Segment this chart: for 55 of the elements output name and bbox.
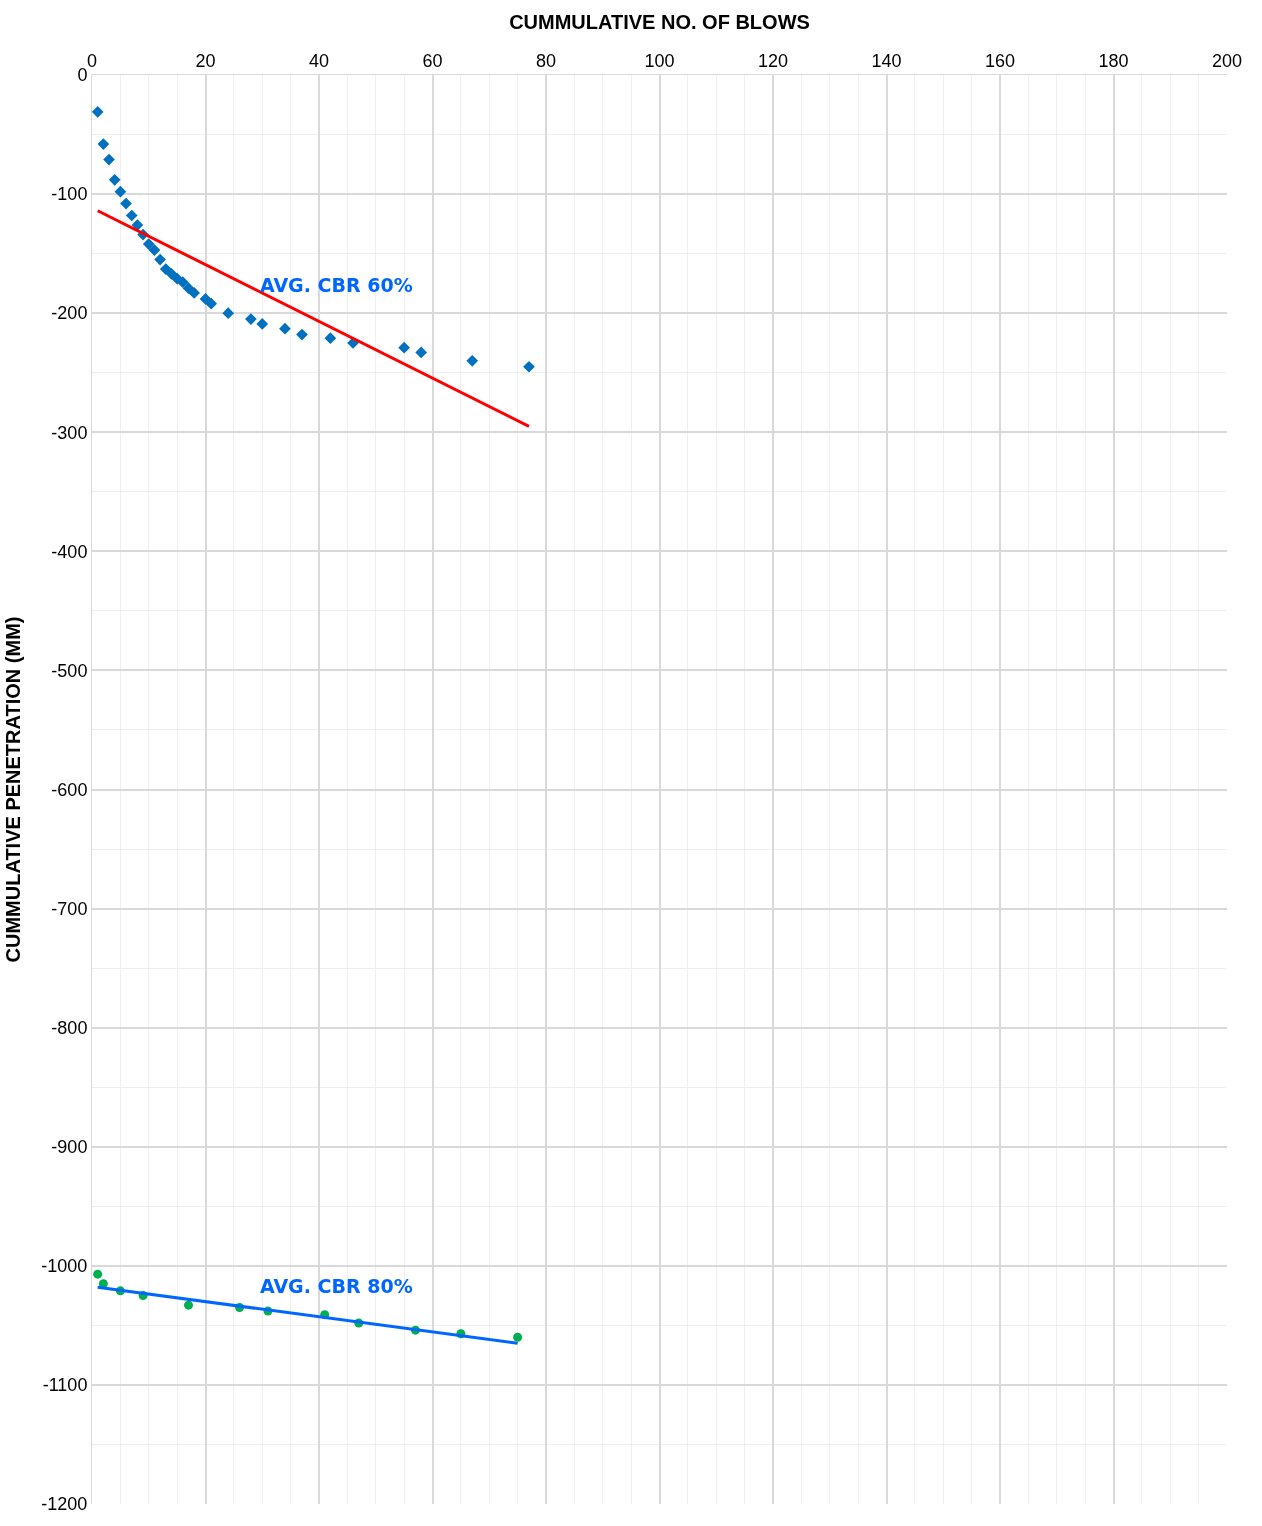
point [182, 282, 195, 295]
point [183, 1300, 193, 1310]
x-tick-label: 180 [1098, 50, 1129, 71]
y-tick-label: -900 [51, 1137, 88, 1158]
point [222, 307, 235, 320]
y-tick-label: -1000 [41, 1256, 88, 1277]
y-tick-label: -100 [51, 184, 88, 205]
point [97, 138, 110, 150]
point [154, 253, 166, 266]
point [199, 293, 212, 305]
point [415, 346, 427, 359]
point [108, 173, 121, 186]
x-tick-label: 160 [984, 50, 1016, 71]
point [466, 354, 479, 367]
x-tick-label: 80 [535, 50, 557, 71]
x-tick-label: 20 [195, 50, 216, 71]
y-tick-label: -300 [51, 422, 88, 443]
annotation: AVG. CBR 80% [260, 1275, 413, 1297]
y-tick-label: -500 [51, 660, 88, 681]
point [142, 238, 155, 250]
y-tick-label: -600 [51, 779, 88, 800]
x-tick-label: 200 [1211, 50, 1243, 71]
point [114, 185, 127, 198]
x-axis-title: CUMMULATIVE NO. OF BLOWS [509, 11, 810, 34]
point [92, 106, 104, 118]
point [398, 341, 410, 354]
y-tick-label: -800 [51, 1017, 88, 1038]
point [523, 360, 535, 373]
point [324, 332, 337, 345]
point [148, 244, 161, 256]
point [125, 209, 138, 222]
x-tick-label: 100 [644, 50, 675, 71]
x-tick-label: 40 [308, 50, 330, 71]
point [279, 322, 291, 335]
y-tick-label: -700 [51, 898, 88, 919]
y-tick-label: -1100 [42, 1375, 88, 1396]
x-tick-label: 60 [422, 50, 443, 71]
y-axis-title: CUMMULATIVE PENETRATION (MM) [1, 616, 24, 963]
y-tick-label: -1200 [41, 1494, 88, 1515]
point [93, 1269, 103, 1279]
y-tick-label: 0 [77, 65, 88, 86]
annotation: AVG. CBR 60% [260, 274, 413, 296]
y-tick-label: -400 [51, 541, 88, 562]
x-tick-label: 120 [757, 50, 789, 71]
x-tick-label: 140 [871, 50, 902, 71]
point [296, 328, 308, 341]
point [256, 318, 269, 330]
y-tick-label: -200 [51, 303, 88, 324]
point [205, 297, 218, 310]
point [120, 197, 132, 210]
point [103, 153, 115, 166]
point [513, 1332, 523, 1342]
point [165, 268, 178, 280]
point [188, 287, 200, 299]
point [245, 313, 257, 325]
